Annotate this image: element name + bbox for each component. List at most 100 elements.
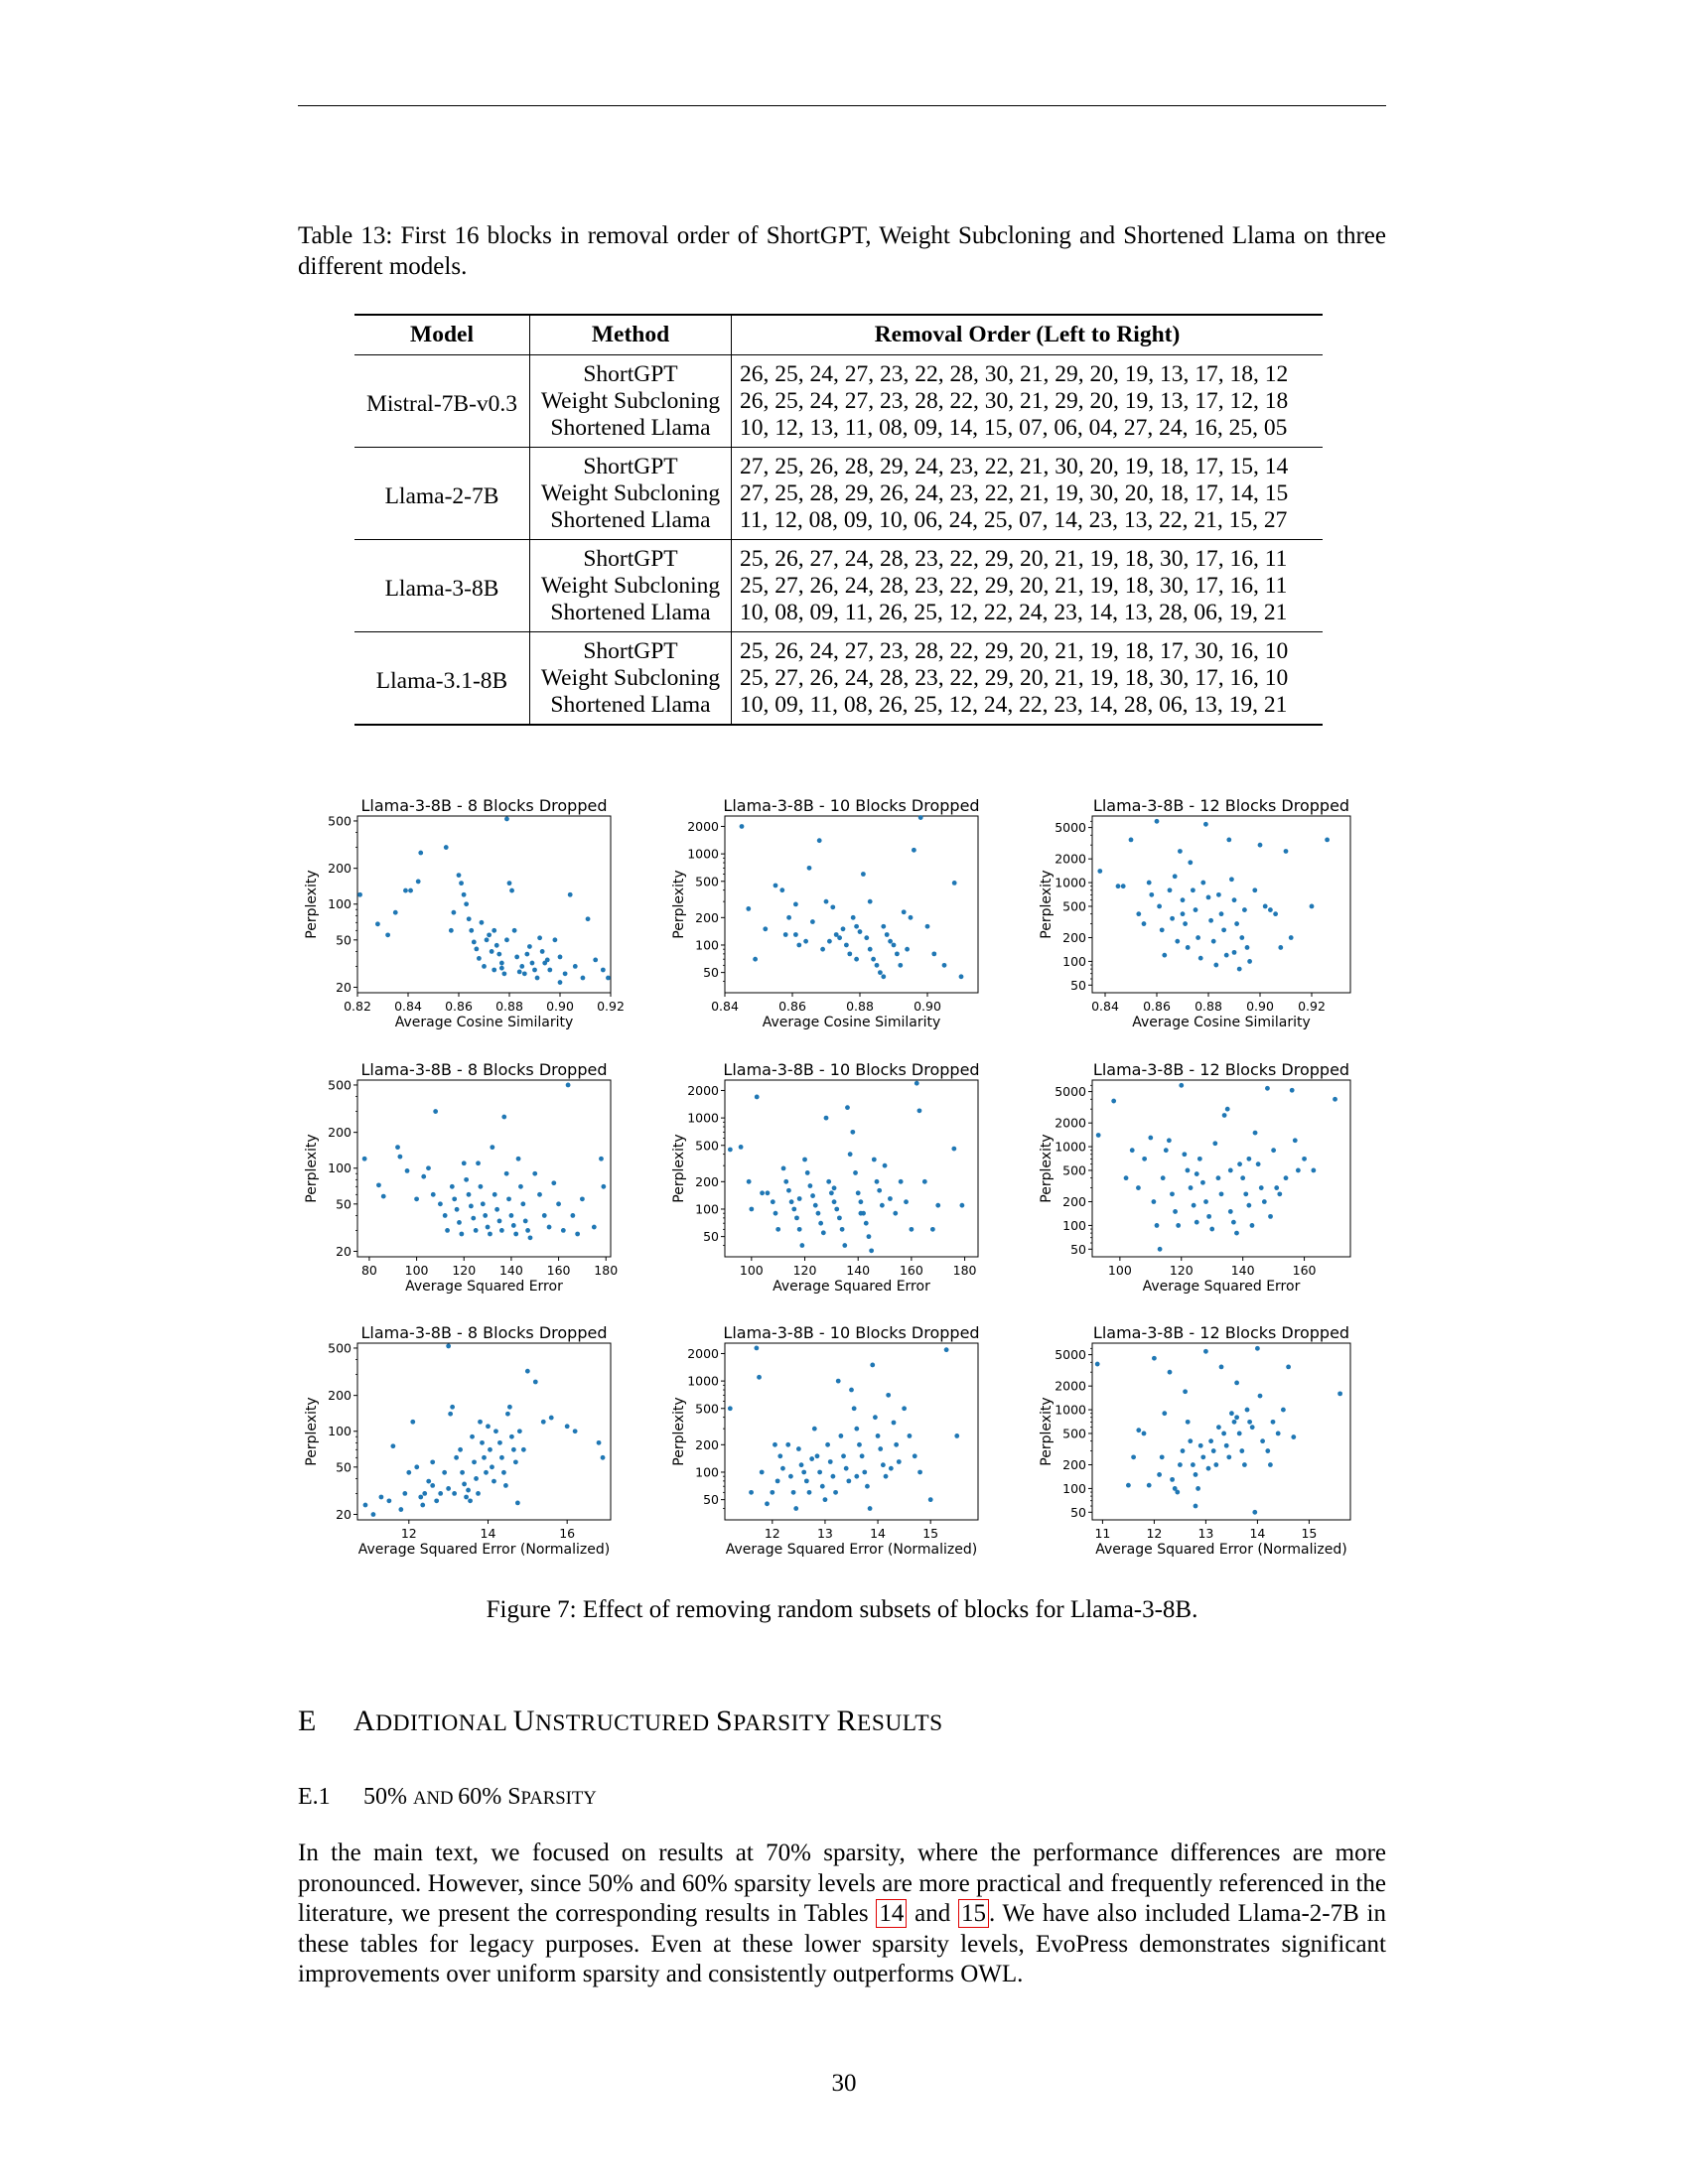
data-point: [488, 1446, 492, 1452]
x-tick-label: 120: [793, 1263, 817, 1278]
data-point: [1175, 1489, 1181, 1495]
data-point: [468, 1498, 473, 1504]
data-point: [398, 1507, 404, 1512]
data-point: [1097, 869, 1103, 874]
table-group: Llama-3-8B ShortGPT 25, 26, 27, 24, 28, 23…: [354, 539, 1323, 632]
data-point: [493, 942, 499, 948]
data-point: [403, 887, 408, 893]
data-point: [1185, 945, 1191, 950]
data-point: [459, 1231, 465, 1237]
data-point: [1129, 1148, 1135, 1154]
data-point: [819, 1483, 825, 1489]
data-point: [496, 1218, 502, 1224]
model-cell: Mistral-7B-v0.3: [354, 354, 530, 448]
plot-frame: [1091, 1079, 1351, 1258]
data-point: [1160, 1175, 1166, 1181]
plot-frame: [724, 815, 979, 994]
data-point: [1246, 1202, 1252, 1208]
data-point: [402, 1491, 408, 1496]
data-point: [442, 1213, 448, 1218]
table-group: Llama-2-7B ShortGPT 27, 25, 26, 28, 29, 24…: [354, 447, 1323, 540]
data-point: [891, 942, 897, 948]
data-point: [1193, 1472, 1198, 1477]
data-point: [839, 1226, 845, 1232]
removal-order-cell: 26, 25, 24, 27, 23, 22, 28, 30, 21, 29, …: [740, 361, 1289, 387]
data-point: [833, 1489, 838, 1495]
data-point: [854, 923, 859, 929]
data-point: [572, 1429, 578, 1434]
data-point: [514, 954, 520, 960]
y-tick-label: 200: [695, 910, 719, 925]
data-point: [1095, 1133, 1101, 1138]
data-point: [1170, 1191, 1175, 1197]
data-point: [779, 887, 785, 893]
header-removal-order: Removal Order (Left to Right): [731, 314, 1323, 355]
x-axis-label: Average Squared Error: [1143, 1279, 1301, 1295]
table-15-link[interactable]: 15: [957, 1899, 989, 1928]
data-point: [904, 1199, 909, 1205]
data-point: [466, 1191, 472, 1197]
y-axis-label: Perplexity: [671, 870, 687, 938]
data-point: [760, 1190, 765, 1196]
data-point: [1302, 1156, 1307, 1161]
data-point: [375, 921, 380, 927]
data-point: [414, 1196, 419, 1202]
data-point: [1247, 1419, 1252, 1425]
data-point: [905, 946, 910, 952]
data-point: [462, 1481, 467, 1487]
data-point: [476, 1491, 481, 1496]
data-point: [861, 872, 866, 877]
y-tick-label: 200: [695, 1437, 719, 1452]
table-row: Shortened Llama 10, 08, 09, 11, 26, 25, 1…: [354, 600, 1323, 632]
data-point: [1239, 935, 1245, 940]
data-point: [1196, 1486, 1200, 1491]
data-point: [460, 1469, 465, 1475]
data-point: [1224, 1106, 1230, 1112]
data-point: [1258, 1185, 1264, 1190]
data-point: [749, 1206, 755, 1212]
y-tick-label: 500: [328, 1340, 352, 1355]
data-point: [1115, 884, 1121, 889]
paragraph-text: and: [907, 1900, 958, 1927]
method-cell: Weight Subcloning: [529, 573, 732, 600]
data-point: [882, 1162, 888, 1168]
data-point: [1221, 1431, 1226, 1436]
data-point: [1255, 1161, 1261, 1167]
data-point: [1203, 821, 1208, 827]
data-point: [547, 967, 553, 973]
data-point: [859, 1453, 865, 1459]
data-point: [830, 1473, 836, 1479]
data-point: [929, 1226, 935, 1232]
data-point: [504, 937, 509, 943]
y-tick-label: 200: [328, 1125, 352, 1140]
x-axis-label: Average Cosine Similarity: [395, 1015, 574, 1030]
data-point: [1236, 1431, 1242, 1436]
data-point: [1176, 1223, 1182, 1228]
data-point: [1257, 1393, 1263, 1399]
data-point: [1234, 1380, 1239, 1386]
data-point: [1191, 1462, 1196, 1467]
data-point: [1213, 962, 1219, 968]
x-tick-label: 100: [405, 1263, 429, 1278]
data-point: [1182, 1152, 1188, 1158]
data-point: [765, 1190, 771, 1196]
method-cell: ShortGPT: [529, 631, 732, 665]
data-point: [770, 1199, 775, 1205]
figure-7-grid: Llama-3-8B - 8 Blocks Dropped 0.82 0.84 0.8…: [298, 784, 1386, 1583]
y-tick-label: 1000: [687, 1111, 719, 1126]
data-point: [420, 1502, 426, 1508]
data-point: [1141, 921, 1147, 926]
plot-frame: [724, 1079, 979, 1258]
data-point: [795, 1446, 801, 1451]
data-point: [1227, 1167, 1233, 1173]
y-tick-label: 500: [1062, 1162, 1086, 1177]
x-tick-label: 140: [846, 1263, 870, 1278]
table-row: Weight Subcloning 26, 25, 24, 27, 23, 28,…: [354, 388, 1323, 415]
table-caption: Table 13: First 16 blocks in removal ord…: [298, 222, 1386, 280]
y-tick-label: 100: [1062, 1218, 1086, 1233]
data-point: [508, 1213, 514, 1218]
data-point: [883, 1473, 889, 1479]
data-point: [770, 1489, 775, 1495]
data-point: [546, 1224, 552, 1230]
table-14-link[interactable]: 14: [876, 1899, 908, 1928]
